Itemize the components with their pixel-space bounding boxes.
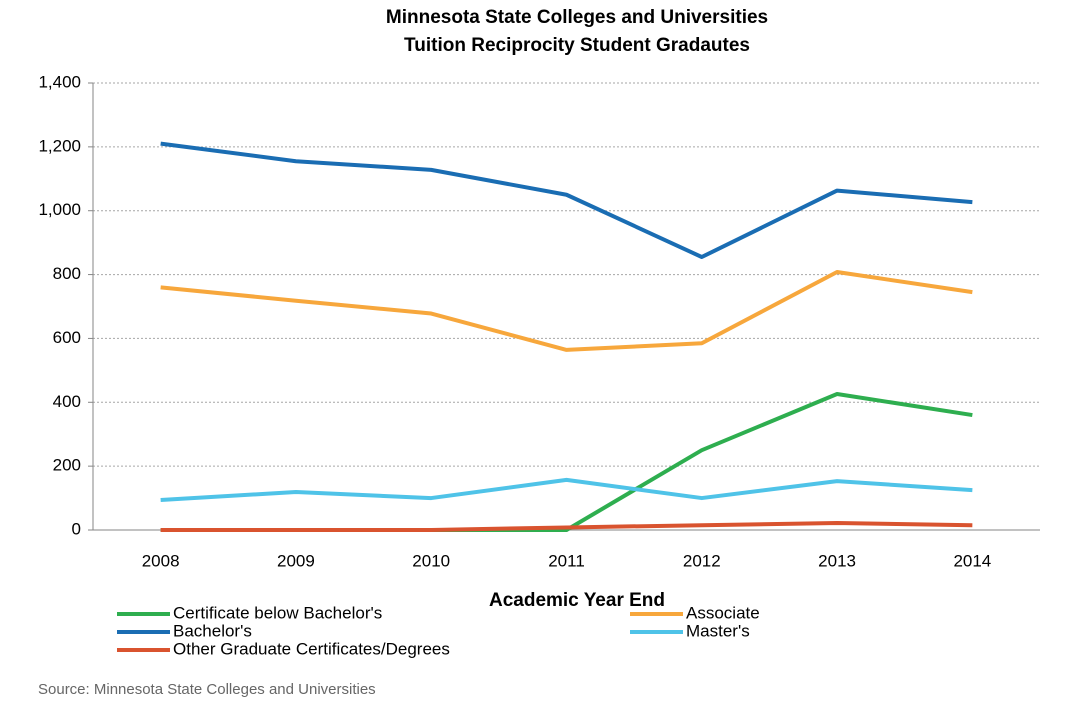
source: Source: Minnesota State Colleges and Uni… bbox=[38, 681, 376, 698]
legend-label: Certificate below Bachelor's bbox=[173, 603, 382, 622]
series-line bbox=[160, 141, 973, 260]
x-tick-label: 2010 bbox=[412, 551, 450, 570]
x-tick-label: 2008 bbox=[142, 551, 180, 570]
x-axis-label: Academic Year End bbox=[489, 590, 665, 611]
x-tick-label: 2011 bbox=[548, 551, 585, 570]
chart-title: Tuition Reciprocity Student Gradautes bbox=[404, 35, 750, 56]
y-tick-label: 1,000 bbox=[38, 200, 81, 219]
y-tick-label: 200 bbox=[53, 456, 81, 475]
series-line bbox=[160, 391, 973, 532]
x-tick-label: 2009 bbox=[277, 551, 315, 570]
x-tick-label: 2013 bbox=[818, 551, 856, 570]
legend-label: Bachelor's bbox=[173, 621, 252, 640]
y-tick-label: 0 bbox=[72, 519, 81, 538]
y-tick-label: 800 bbox=[53, 264, 81, 283]
y-tick-label: 1,400 bbox=[38, 72, 81, 91]
x-tick-label: 2012 bbox=[683, 551, 721, 570]
y-tick-label: 600 bbox=[53, 328, 81, 347]
y-tick-label: 1,200 bbox=[38, 136, 81, 155]
legend-label: Master's bbox=[686, 621, 750, 640]
x-tick-label: 2014 bbox=[953, 551, 991, 570]
legend-label: Associate bbox=[686, 603, 760, 622]
y-tick-label: 400 bbox=[53, 392, 81, 411]
chart-title: Minnesota State Colleges and Universitie… bbox=[386, 7, 768, 28]
series-line bbox=[160, 270, 973, 352]
legend-label: Other Graduate Certificates/Degrees bbox=[173, 639, 450, 658]
series-line bbox=[160, 520, 973, 532]
series-line bbox=[160, 477, 973, 502]
